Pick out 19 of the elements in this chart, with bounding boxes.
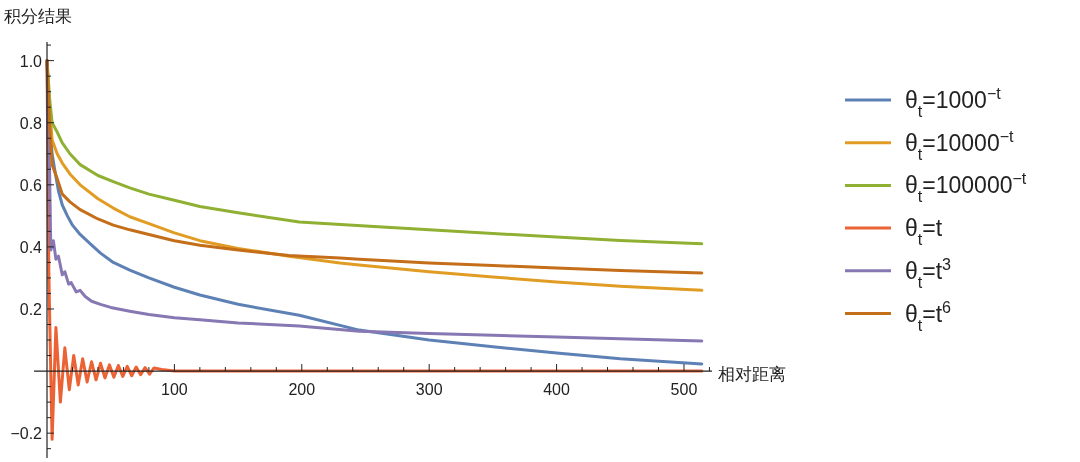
legend-label: θ$_{t}$=100000$^{−t}$: [905, 169, 1027, 206]
legend-label: θ$_{t}$=1000$^{−t}$: [905, 84, 1002, 120]
y-tick-label: −0.2: [10, 425, 43, 443]
x-tick-label: 400: [543, 381, 571, 399]
legend-label: θ$_{t}$=t: [905, 215, 943, 249]
y-tick-label: 0.2: [19, 300, 43, 318]
x-tick-label: 100: [161, 381, 188, 399]
x-axis-title: 相对距离: [718, 365, 786, 385]
y-tick-label: 0.4: [19, 238, 43, 256]
y-tick-label: 0.6: [19, 176, 43, 194]
y-axis-title: 积分结果: [4, 7, 72, 26]
legend-label: θ$_{t}$=10000$^{−t}$: [905, 126, 1015, 163]
x-tick-label: 500: [670, 381, 698, 399]
legend-label: θ$_{t}$=t$^{3}$: [905, 254, 952, 291]
y-tick-label: 0.8: [19, 114, 43, 132]
x-tick-label: 200: [288, 381, 316, 399]
y-tick-label: 1.0: [19, 52, 43, 70]
legend-label: θ$_{t}$=t$^{6}$: [905, 297, 952, 334]
x-tick-label: 300: [415, 381, 443, 399]
